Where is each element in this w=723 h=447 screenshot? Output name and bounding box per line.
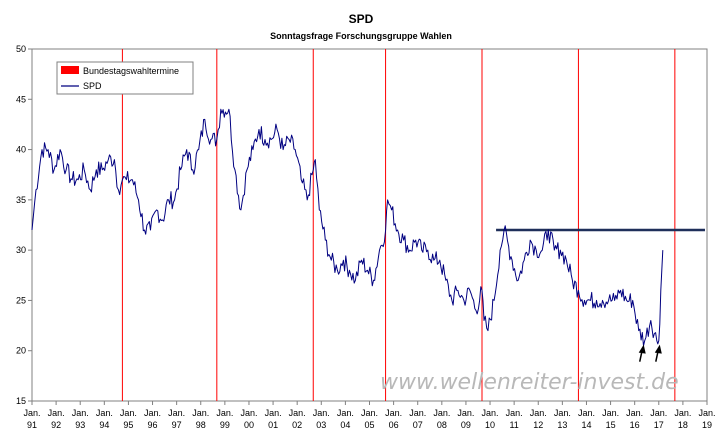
plot-area: 15 20 25 30 35 40 45 50 Jan. 91 Jan. 92 Jan. 93 Jan. 94… [16,44,716,430]
y-tick-label: 40 [16,145,26,155]
x-tick-label-month: Jan. [482,408,499,418]
x-tick-label-month: Jan. [289,408,306,418]
x-tick-label-month: Jan. [650,408,667,418]
x-tick-label-month: Jan. [602,408,619,418]
x-tick-label-year: 94 [99,420,109,430]
x-tick-label-year: 07 [413,420,423,430]
x-tick-label-month: Jan. [240,408,257,418]
x-tick-label-year: 19 [702,420,712,430]
y-tick-label: 50 [16,44,26,54]
x-tick-label-month: Jan. [168,408,185,418]
x-tick-label-month: Jan. [361,408,378,418]
legend-box [56,61,194,95]
x-tick-label-month: Jan. [674,408,691,418]
x-tick-label-year: 02 [292,420,302,430]
y-tick-label: 20 [16,346,26,356]
x-tick-label-year: 05 [364,420,374,430]
x-tick-label-month: Jan. [48,408,65,418]
x-tick-label-year: 95 [123,420,133,430]
legend-swatch-election [61,66,79,74]
y-tick-label: 30 [16,245,26,255]
x-tick-label-year: 10 [485,420,495,430]
chart-subtitle: Sonntagsfrage Forschungsgruppe Wahlen [270,31,452,41]
y-tick-label: 25 [16,295,26,305]
x-tick-label-month: Jan. [216,408,233,418]
x-tick-label-year: 11 [509,420,518,430]
x-tick-label-year: 03 [316,420,326,430]
x-tick-label-year: 06 [389,420,399,430]
x-tick-label-month: Jan. [313,408,330,418]
legend-label-election: Bundestagswahltermine [83,66,179,76]
y-tick-label: 15 [16,396,26,406]
x-tick-label-year: 08 [437,420,447,430]
x-tick-label-month: Jan. [626,408,643,418]
annotation-arrow-head [638,344,646,354]
x-tick-label-month: Jan. [385,408,402,418]
x-tick-label-year: 09 [461,420,471,430]
x-tick-label-month: Jan. [72,408,89,418]
x-tick-label-month: Jan. [698,408,715,418]
x-tick-label-year: 91 [27,420,37,430]
x-tick-label-year: 98 [196,420,206,430]
x-tick-label-month: Jan. [457,408,474,418]
x-tick-label-year: 97 [172,420,182,430]
x-tick-label-month: Jan. [265,408,282,418]
x-tick-label-month: Jan. [192,408,209,418]
x-tick-label-month: Jan. [506,408,523,418]
x-tick-label-year: 04 [340,420,350,430]
x-tick-label-year: 15 [606,420,616,430]
x-tick-label-year: 96 [148,420,158,430]
x-tick-label-month: Jan. [144,408,161,418]
x-tick-label-month: Jan. [578,408,595,418]
y-tick-label: 35 [16,195,26,205]
x-tick-label-year: 12 [533,420,543,430]
x-tick-label-month: Jan. [337,408,354,418]
legend: Bundestagswahltermine SPD [56,61,194,95]
legend-label-spd: SPD [83,81,102,91]
x-tick-label-year: 01 [268,420,278,430]
x-tick-label-year: 92 [51,420,61,430]
x-tick-label-month: Jan. [96,408,113,418]
x-tick-label-month: Jan. [433,408,450,418]
x-tick-label-year: 14 [581,420,591,430]
x-tick-label-year: 13 [557,420,567,430]
chart-title: SPD [349,12,374,26]
x-tick-label-year: 93 [75,420,85,430]
x-tick-label-month: Jan. [120,408,137,418]
watermark: www.wellenreiter-invest.de [380,370,679,395]
x-tick-label-year: 00 [244,420,254,430]
x-tick-label-year: 17 [654,420,664,430]
annotation-arrow-head [654,344,662,354]
x-tick-label-year: 18 [678,420,688,430]
x-tick-label-month: Jan. [23,408,40,418]
x-tick-label-year: 16 [630,420,640,430]
x-tick-label-month: Jan. [554,408,571,418]
y-tick-label: 45 [16,94,26,104]
x-tick-label-month: Jan. [409,408,426,418]
x-tick-label-year: 99 [220,420,230,430]
x-tick-label-month: Jan. [530,408,547,418]
series-line-spd [31,108,664,347]
